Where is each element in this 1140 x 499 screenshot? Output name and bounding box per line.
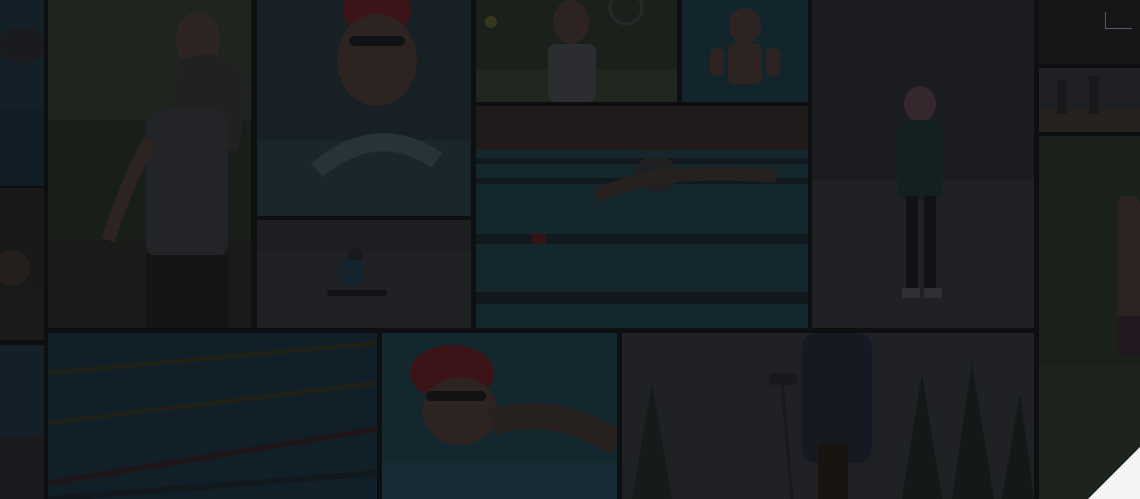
kid-thumbs-up-pool-tile <box>682 0 808 102</box>
runners-track-tile <box>1039 68 1140 132</box>
swimmer-red-cap-tile <box>257 0 471 216</box>
pool-lanes-tile <box>48 333 377 499</box>
page-curl-icon[interactable] <box>1088 447 1140 499</box>
swimmer-goggles-left-tile <box>0 0 44 186</box>
child-snow-tile <box>812 0 1034 328</box>
tennis-player-tile <box>476 0 677 102</box>
girl-left-tile <box>0 188 44 340</box>
corner-bracket-icon <box>1105 12 1132 29</box>
top-right-tile <box>1039 0 1140 64</box>
pool-butterfly-swimmer-tile <box>476 106 808 328</box>
edge-left-bottom-tile <box>0 345 44 499</box>
swimmer-freestyle-tile <box>382 333 617 499</box>
woman-jogging-right-tile <box>1039 136 1140 499</box>
skier-forest-tile <box>622 333 1034 499</box>
snowboarder-tile <box>257 220 471 328</box>
woman-running-tile <box>48 0 251 328</box>
